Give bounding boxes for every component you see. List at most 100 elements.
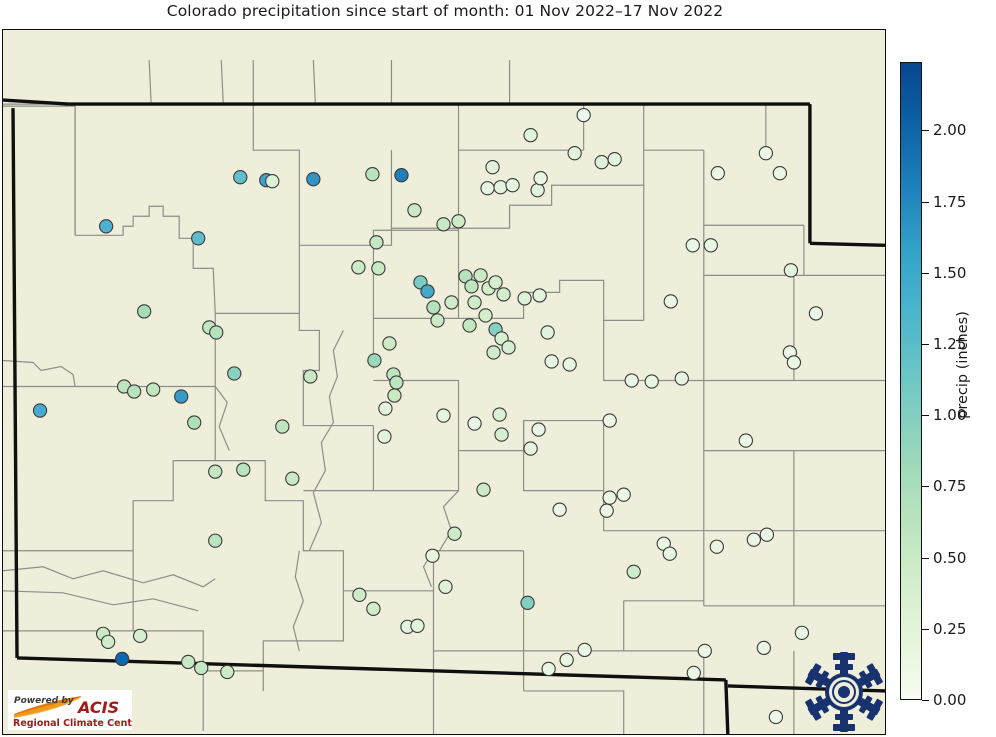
station-marker <box>420 284 435 299</box>
station-marker <box>505 178 520 193</box>
station-marker <box>703 238 718 253</box>
colorbar-tick-label: 1.00 <box>933 406 967 425</box>
station-marker <box>624 373 639 388</box>
station-marker <box>532 288 547 303</box>
station-marker <box>220 664 235 680</box>
station-marker <box>607 152 622 167</box>
station-marker <box>544 354 559 369</box>
station-marker <box>756 640 772 656</box>
station-marker <box>709 539 724 554</box>
station-marker <box>488 275 503 290</box>
station-marker <box>599 503 614 518</box>
station-marker <box>377 429 392 444</box>
station-marker <box>686 665 701 681</box>
station-marker <box>436 408 451 423</box>
station-marker <box>520 595 535 610</box>
station-marker <box>794 625 810 641</box>
station-marker <box>126 384 142 399</box>
station-marker <box>562 357 577 372</box>
station-marker <box>467 416 482 431</box>
station-marker <box>808 306 824 321</box>
station-marker <box>387 388 402 403</box>
station-marker <box>523 127 538 143</box>
station-marker <box>467 295 482 310</box>
station-marker <box>738 433 754 448</box>
station-marker <box>480 181 495 196</box>
station-marker <box>369 235 384 250</box>
station-marker <box>367 353 382 368</box>
station-marker <box>685 238 700 253</box>
station-marker <box>265 174 280 189</box>
page-title: Colorado precipitation since start of mo… <box>166 2 724 20</box>
station-marker <box>786 355 802 370</box>
station-marker <box>352 587 367 602</box>
colorbar-tick-mark <box>922 415 929 417</box>
station-marker <box>644 374 659 389</box>
colorbar-tick-mark <box>922 130 929 132</box>
station-marker <box>194 660 209 676</box>
station-marker <box>492 407 507 422</box>
station-marker <box>389 375 404 390</box>
station-marker <box>577 642 592 658</box>
station-marker <box>783 263 799 278</box>
station-marker <box>486 345 501 360</box>
station-marker <box>662 546 677 561</box>
station-marker <box>746 532 762 547</box>
station-marker <box>285 471 300 486</box>
colorbar-tick-mark <box>922 343 929 345</box>
station-marker <box>541 661 556 677</box>
station-marker <box>394 168 409 183</box>
station-marker <box>758 146 774 161</box>
station-marker <box>98 219 114 234</box>
station-marker <box>531 422 546 437</box>
colorbar-tick-label: 2.00 <box>933 121 967 140</box>
station-marker <box>426 300 441 315</box>
acis-brand: ACIS <box>76 698 119 717</box>
station-marker <box>430 313 445 328</box>
station-marker <box>674 371 689 386</box>
station-marker <box>208 533 223 548</box>
station-marker <box>378 401 393 416</box>
station-marker <box>533 171 548 186</box>
station-marker <box>351 260 366 275</box>
acis-subtitle: Regional Climate Centers <box>13 718 132 729</box>
station-marker <box>444 295 459 310</box>
acis-logo: Powered by ACIS Regional Climate Centers <box>8 690 132 730</box>
station-marker <box>407 203 422 218</box>
station-marker <box>663 294 678 309</box>
station-marker <box>275 419 290 434</box>
station-marker <box>209 325 224 340</box>
station-marker <box>476 482 491 497</box>
station-marker <box>473 268 488 283</box>
station-marker <box>451 214 466 229</box>
colorbar-gradient <box>900 62 922 700</box>
station-marker <box>530 183 545 198</box>
station-marker <box>478 308 493 323</box>
colorbar-axis-label: precip (inches) <box>955 311 971 419</box>
station-marker <box>697 643 712 659</box>
station-marker <box>436 217 451 232</box>
station-marker <box>485 160 500 175</box>
station-marker <box>174 389 189 404</box>
station-marker <box>710 166 725 181</box>
station-marker <box>100 634 116 650</box>
acis-powered-by: Powered by <box>14 696 75 706</box>
station-marker <box>227 366 242 381</box>
colorbar-tick-label: 0.25 <box>933 619 967 638</box>
station-marker <box>181 654 196 670</box>
station-marker <box>382 336 397 351</box>
station-marker <box>32 403 48 418</box>
snowflake-c-letter <box>834 682 854 702</box>
station-marker <box>306 172 321 187</box>
station-marker <box>602 490 617 505</box>
station-marker <box>768 709 784 725</box>
colorbar-tick-mark <box>922 486 929 488</box>
colorbar-tick-mark <box>922 557 929 559</box>
station-marker <box>517 291 532 306</box>
station-marker <box>462 318 477 333</box>
station-marker <box>576 107 591 123</box>
climate-center-snowflake-icon <box>798 652 890 732</box>
station-marker <box>191 231 206 246</box>
station-marker <box>594 155 609 170</box>
station-marker <box>552 502 567 517</box>
